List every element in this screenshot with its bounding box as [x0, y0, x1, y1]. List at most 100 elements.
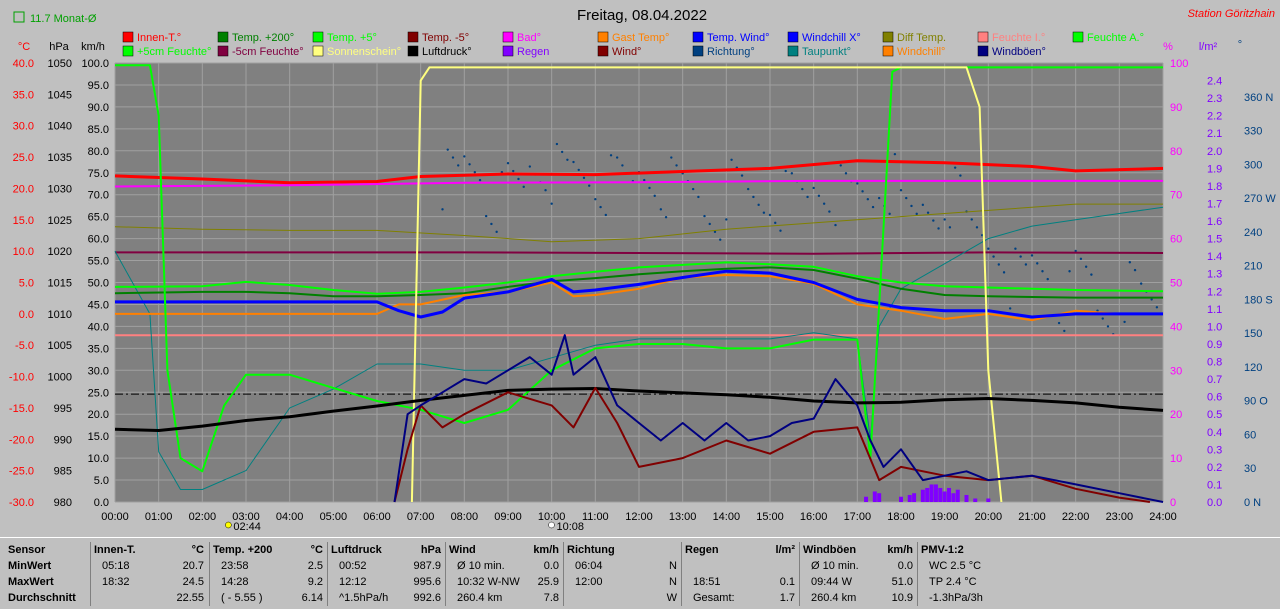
stats-value-label: 260.4 km: [457, 592, 503, 604]
rain-tick-label: 1.4: [1207, 251, 1222, 263]
rain-tick-label: 2.0: [1207, 146, 1222, 158]
time-tick-label: 02:00: [189, 511, 217, 523]
direction-point: [675, 164, 678, 167]
station-name: Station Göritzhain: [1188, 8, 1275, 20]
wind-tick-label: 0.0: [94, 497, 109, 509]
legend-swatch: [502, 45, 514, 57]
legend-label: Windchill X°: [802, 32, 861, 44]
direction-point: [495, 230, 498, 234]
legend-swatch: [882, 45, 894, 57]
time-tick-label: 00:00: [101, 511, 129, 523]
direction-point: [948, 226, 952, 229]
direction-tick-label: 30: [1244, 463, 1256, 475]
direction-point: [1046, 277, 1049, 281]
direction-point: [648, 186, 651, 190]
pressure-tick-label: 995: [54, 403, 72, 415]
wind-tick-label: 90.0: [88, 102, 109, 114]
direction-point: [839, 164, 842, 167]
sunset-icon: [548, 521, 555, 529]
direction-point: [588, 184, 591, 187]
direction-point: [921, 203, 925, 207]
direction-point: [594, 198, 597, 201]
pressure-tick-label: 1010: [48, 309, 72, 321]
stats-value-label: Gesamt:: [693, 592, 735, 604]
rain-tick-label: 1.0: [1207, 321, 1222, 333]
stats-value: 987.9: [413, 560, 441, 572]
stats-value-label: WC 2.5 °C: [929, 560, 982, 572]
rain-bar: [933, 484, 938, 502]
direction-point: [877, 196, 881, 200]
direction-point: [975, 226, 979, 229]
direction-point: [506, 161, 510, 165]
direction-point: [730, 158, 733, 162]
legend-swatch: [692, 31, 704, 43]
direction-point: [844, 172, 848, 175]
stats-row-label: Sensor: [8, 544, 46, 556]
direction-point: [970, 218, 973, 221]
time-tick-label: 24:00: [1149, 511, 1177, 523]
direction-point: [932, 219, 935, 222]
rain-tick-label: 0.5: [1207, 409, 1222, 421]
rain-tick-label: 2.2: [1207, 111, 1222, 123]
rain-bar: [938, 487, 943, 502]
pressure-tick-label: 1015: [48, 278, 72, 290]
rain-tick-label: 1.8: [1207, 181, 1222, 193]
stats-value-label: 09:44 W: [811, 576, 852, 588]
stats-value: 24.5: [182, 576, 204, 588]
direction-point: [1084, 265, 1088, 268]
wind-tick-label: 50.0: [88, 278, 109, 290]
direction-point: [888, 212, 891, 216]
rain-bar: [942, 491, 947, 502]
statistics-panel: Sensor MinWert MaxWert Durchschnitt Innen-T.…: [0, 537, 1280, 609]
stats-value-label: TP 2.4 °C: [929, 576, 977, 588]
stats-group-divider: [445, 542, 446, 606]
stats-group-divider: [681, 542, 682, 606]
stats-value: 25.9: [537, 576, 559, 588]
stats-value-label: 23:58: [221, 560, 249, 572]
humidity-tick-label: 0: [1170, 497, 1176, 509]
direction-point: [484, 214, 488, 218]
rain-tick-label: 0.0: [1207, 497, 1222, 509]
chart-title: Freitag, 08.04.2022: [577, 7, 707, 24]
legend-label: Temp. +5°: [327, 32, 377, 44]
direction-point: [725, 218, 728, 221]
direction-point: [468, 163, 471, 166]
rain-tick-label: 0.3: [1207, 444, 1222, 456]
direction-point: [757, 203, 760, 207]
direction-point: [599, 205, 602, 209]
time-tick-label: 06:00: [363, 511, 391, 523]
direction-point: [478, 178, 482, 182]
time-tick-label: 07:00: [407, 511, 435, 523]
temp-axis-unit: °C: [18, 41, 30, 53]
rain-bar: [912, 493, 917, 502]
legend-label: Diff Temp.: [897, 32, 946, 44]
wind-tick-label: 60.0: [88, 234, 109, 246]
direction-point: [490, 222, 493, 226]
direction-tick-label: 150: [1244, 328, 1262, 340]
series-line: [114, 261, 1164, 295]
rain-tick-label: 0.6: [1207, 392, 1222, 404]
humidity-axis-unit: %: [1163, 41, 1173, 53]
humidity-tick-label: 40: [1170, 321, 1182, 333]
direction-point: [1079, 257, 1083, 261]
time-tick-label: 13:00: [669, 511, 697, 523]
stats-value-label: 14:28: [221, 576, 249, 588]
legend-label: Gast Temp°: [612, 32, 669, 44]
direction-point: [703, 214, 706, 218]
wind-tick-label: 35.0: [88, 343, 109, 355]
direction-point: [572, 160, 575, 164]
direction-point: [1074, 249, 1077, 253]
rain-bar: [899, 496, 903, 502]
stats-group-title: Richtung: [567, 544, 615, 556]
stats-value-label: -1.3hPa/3h: [929, 592, 983, 604]
direction-point: [740, 174, 744, 177]
legend-swatch: [312, 45, 324, 57]
direction-point: [713, 230, 717, 234]
legend-label: Taupunkt°: [802, 46, 851, 58]
rain-tick-label: 2.1: [1207, 128, 1222, 140]
direction-tick-label: 210: [1244, 261, 1262, 273]
stats-value: 1.7: [779, 592, 795, 604]
legend-swatch: [122, 31, 134, 43]
direction-point: [822, 202, 826, 205]
legend-swatch: [977, 31, 989, 43]
